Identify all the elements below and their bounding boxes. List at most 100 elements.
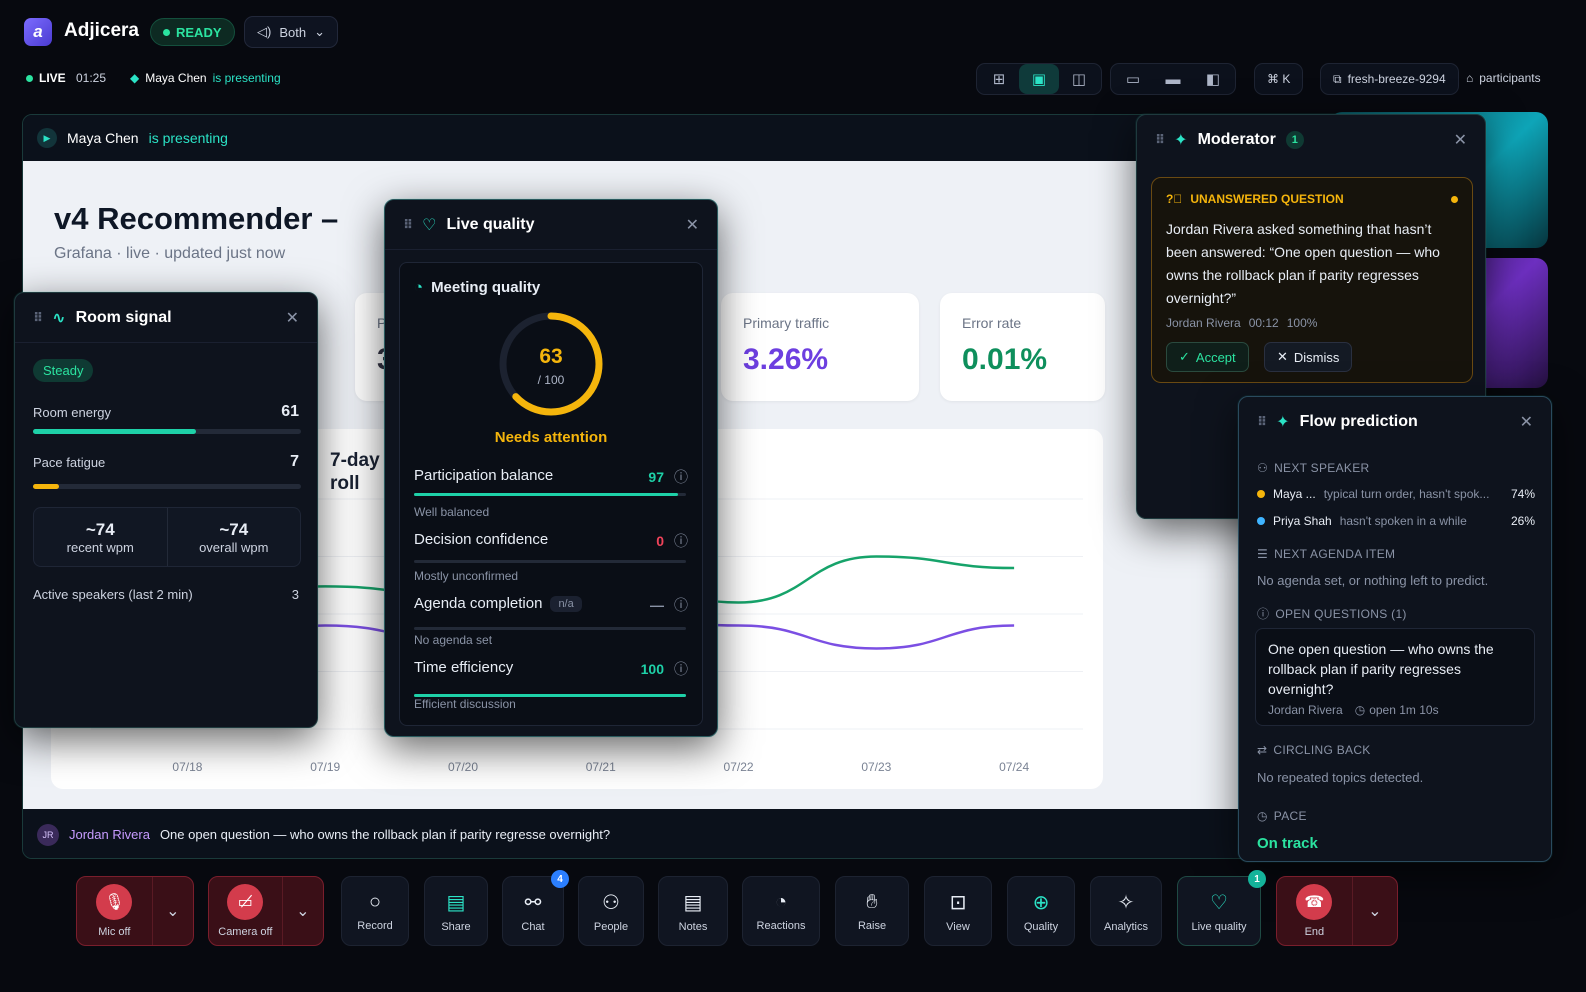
chevron-down-icon[interactable]: ⌄ [281,877,323,945]
presenter-name: Maya Chen [145,71,207,85]
kpi-label: P [377,315,387,331]
circling-text: No repeated topics detected. [1257,770,1424,785]
chevron-down-icon[interactable]: ⌄ [151,877,193,945]
drag-handle-icon[interactable]: ⠿ [1257,414,1267,429]
info-icon[interactable]: ⓘ [674,597,688,613]
metric-label-row: Decision confidence [414,531,548,548]
fatigue-label: Pace fatigue [33,455,106,470]
chevron-down-icon[interactable]: ⌄ [1351,877,1397,945]
accept-label: Accept [1195,349,1236,365]
heading-label: OPEN QUESTIONS (1) [1275,606,1407,621]
reactions-label: Reactions [756,919,806,932]
unread-dot [1451,196,1458,203]
metric-label: Participation balance [414,467,554,484]
x-tick-label: 07/20 [448,760,478,774]
notes-button[interactable]: ▤ Notes [658,876,728,946]
heading-label: PACE [1273,809,1307,823]
camera-button[interactable]: ▭̸ Camera off [209,884,282,938]
x-tick-label: 07/18 [172,760,202,774]
share-button[interactable]: ▤ Share [424,876,488,946]
panel-title: Flow prediction [1299,413,1418,430]
metric-label-row: Agenda completion n/a [414,595,582,612]
shortcut-label: ⌘ K [1267,72,1291,86]
sparkle-icon: ✦ [1174,132,1188,149]
top-panel-icon[interactable]: ▭ [1125,71,1141,88]
caption-speaker: Jordan Rivera [69,827,150,842]
people-button[interactable]: ⚇ People [578,876,644,946]
state-badge: Steady [33,359,94,382]
audio-mode-dropdown[interactable]: ◁) Both ⌄ [244,16,338,48]
metric-value: — [650,597,664,613]
chat-button[interactable]: ⚯ Chat 4 [502,870,569,946]
clock-icon: ◷ [1257,809,1268,823]
speaker-layout-icon[interactable]: ▣ [1019,64,1059,94]
close-icon[interactable]: ✕ [1519,414,1533,431]
copy-icon: ⧉ [1333,71,1342,86]
speaker-reason: hasn't spoken in a while [1339,514,1467,528]
live-quality-label: Live quality [1191,920,1247,933]
participants-button[interactable]: ⌂ participants [1466,71,1541,85]
quality-button[interactable]: ⊕ Quality [1007,876,1075,946]
kpi-value: 3.26% [743,343,829,376]
command-palette-button[interactable]: ⌘ K [1254,63,1304,95]
live-dot [26,74,33,82]
info-icon[interactable]: ⓘ [674,661,688,677]
slide-title: v4 Recommender – [54,201,339,236]
live-quality-button[interactable]: ♡ Live quality 1 [1177,870,1266,946]
bottom-panel-icon[interactable]: ▬ [1165,70,1181,88]
reactions-button[interactable]: ◔ Reactions [742,876,820,946]
question-card[interactable]: One open question — who owns the rollbac… [1255,628,1535,726]
metric-note: Mostly unconfirmed [414,569,519,583]
agenda-heading: ☰ NEXT AGENDA ITEM [1257,547,1395,561]
mic-button[interactable]: 🎙︎ Mic off [77,884,152,938]
camera-label: Camera off [218,926,273,938]
dismiss-label: Dismiss [1293,349,1340,365]
participants-icon: ⌂ [1466,71,1474,85]
kpi-label: Error rate [962,315,1022,331]
drag-handle-icon[interactable]: ⠿ [33,309,43,325]
side-panel-icon[interactable]: ◧ [1205,71,1221,88]
control-dock: 🎙︎ Mic off ⌄ ▭̸ Camera off ⌄ ○ Record ▤ Shar… [14,868,1572,960]
camera-button-group: ▭̸ Camera off ⌄ [208,876,324,946]
close-icon[interactable]: ✕ [285,309,299,327]
drag-handle-icon[interactable]: ⠿ [1155,132,1165,147]
info-icon[interactable]: ⓘ [674,533,688,549]
quality-metric: Decision confidence 0 ⓘ Mostly unconfirme… [400,266,702,583]
refresh-icon: ⇄ [1257,743,1268,757]
drag-handle-icon[interactable]: ⠿ [403,216,413,232]
status-label: READY [176,24,222,40]
raise-hand-button[interactable]: ✋︎ Raise [835,876,909,946]
chat-label: Chat [521,920,545,933]
dismiss-button[interactable]: ✕ Dismiss [1264,342,1353,372]
slide-meta: Grafana · live · updated just now [54,245,286,262]
metric-bar [414,493,686,496]
card-title: ◔ Meeting quality [414,279,540,296]
analytics-button[interactable]: ✧ Analytics [1090,876,1162,946]
view-label: View [946,920,970,933]
quality-metric: Time efficiency 100 ⓘ Efficient discussio… [400,272,702,711]
count-badge: 1 [1285,131,1304,149]
view-button[interactable]: ⊡ View [924,876,992,946]
metric-bar [414,560,686,563]
elapsed-time: 01:25 [76,71,107,85]
chat-icon: ⚯ [524,891,542,914]
end-call-button[interactable]: ☎︎ End [1277,884,1352,938]
score-max: / 100 [537,373,565,387]
caption-text: One open question — who owns the rollbac… [159,827,611,842]
accept-button[interactable]: ✓ Accept [1166,342,1249,372]
info-icon[interactable]: ⓘ [674,469,688,485]
energy-label: Room energy [33,405,112,420]
grid-layout-icon[interactable]: ⊞ [992,71,1006,88]
metric-note: No agenda set [414,633,493,647]
close-icon[interactable]: ✕ [1453,132,1467,149]
close-icon[interactable]: ✕ [685,216,699,234]
alert-header: ?⃝ UNANSWERED QUESTION [1166,192,1344,206]
alert-title: UNANSWERED QUESTION [1190,192,1344,206]
room-id-button[interactable]: ⧉ fresh-breeze-9294 [1320,63,1459,95]
quality-metric: Agenda completion n/a — ⓘ No agenda set [400,269,702,647]
split-layout-icon[interactable]: ◫ [1071,71,1087,88]
avatar: JR [37,823,59,846]
record-button[interactable]: ○ Record [341,876,409,946]
heart-icon: ♡ [422,216,437,234]
speaker-reason: typical turn order, hasn't spok... [1323,487,1490,501]
